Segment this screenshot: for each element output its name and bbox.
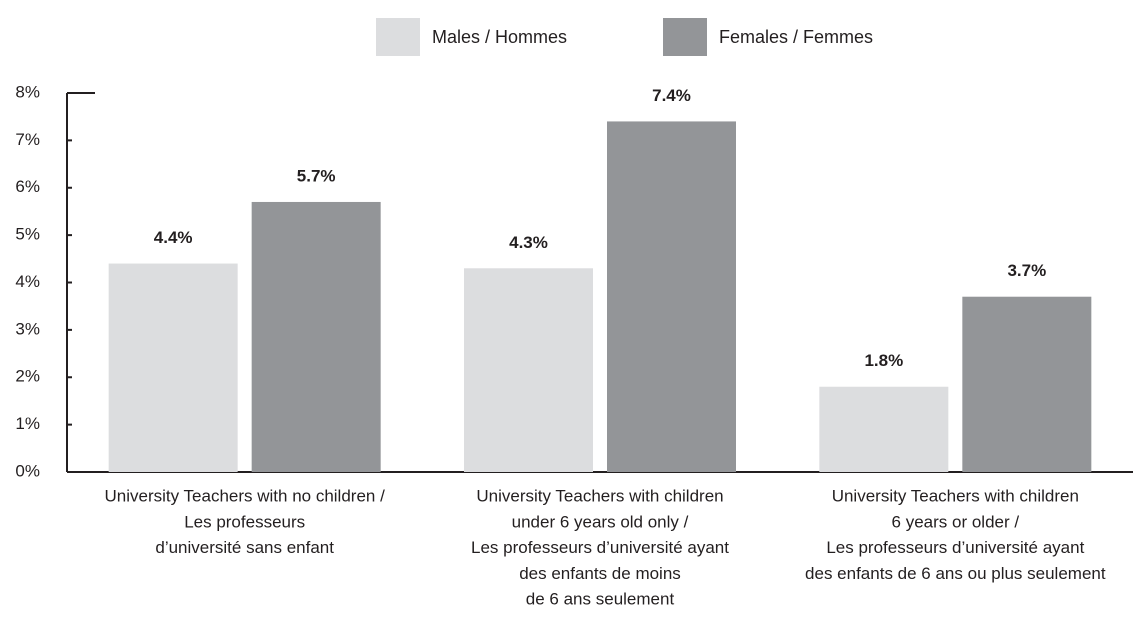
bar — [464, 268, 593, 472]
x-tick-label: de 6 ans seulement — [526, 590, 675, 609]
value-label: 4.3% — [509, 233, 548, 252]
value-label: 1.8% — [864, 351, 903, 370]
bar — [607, 121, 736, 473]
x-tick-label: 6 years or older / — [892, 512, 1020, 531]
y-tick-label: 7% — [15, 130, 40, 149]
y-tick-label: 5% — [15, 225, 40, 244]
y-tick-label: 4% — [15, 272, 40, 291]
x-tick-label: University Teachers with no children / — [105, 486, 386, 505]
legend-label: Females / Femmes — [719, 27, 873, 47]
bar — [962, 296, 1092, 472]
legend-label: Males / Hommes — [432, 27, 567, 47]
x-tick-label: des enfants de 6 ans ou plus seulement — [805, 564, 1106, 583]
value-label: 3.7% — [1007, 261, 1046, 280]
y-tick-label: 6% — [15, 177, 40, 196]
value-label: 4.4% — [154, 228, 193, 247]
bar — [251, 201, 381, 472]
value-label: 7.4% — [652, 86, 691, 105]
y-tick-label: 0% — [15, 461, 40, 480]
x-tick-label: University Teachers with children — [476, 486, 723, 505]
x-tick-label: des enfants de moins — [519, 564, 681, 583]
bar — [108, 263, 238, 472]
x-tick-label: under 6 years old only / — [512, 512, 689, 531]
legend-swatch — [376, 18, 420, 56]
y-tick-label: 3% — [15, 319, 40, 338]
x-tick-label: Les professeurs — [184, 512, 305, 531]
legend-swatch — [663, 18, 707, 56]
y-tick-label: 8% — [15, 82, 40, 101]
value-label: 5.7% — [297, 166, 336, 185]
x-tick-label: Les professeurs d’université ayant — [471, 538, 729, 557]
x-tick-label: d’université sans enfant — [155, 538, 334, 557]
x-tick-label: University Teachers with children — [832, 486, 1079, 505]
bar — [819, 386, 949, 472]
x-tick-label: Les professeurs d’université ayant — [826, 538, 1084, 557]
y-tick-label: 2% — [15, 367, 40, 386]
y-tick-label: 1% — [15, 414, 40, 433]
